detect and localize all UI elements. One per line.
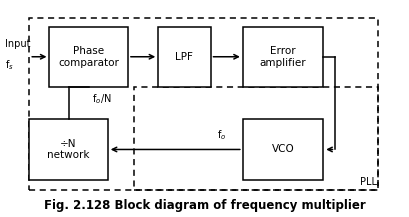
Text: f$_o$: f$_o$ xyxy=(217,128,227,142)
Bar xyxy=(29,119,108,180)
Text: VCO: VCO xyxy=(272,145,294,155)
Text: Input: Input xyxy=(5,39,31,49)
Bar xyxy=(29,18,378,191)
Text: Error
amplifier: Error amplifier xyxy=(260,46,306,67)
Bar xyxy=(49,26,128,87)
Text: f$_s$: f$_s$ xyxy=(5,58,14,72)
Text: LPF: LPF xyxy=(175,52,193,62)
Bar xyxy=(243,119,324,180)
Text: Fig. 2.128 Block diagram of frequency multiplier: Fig. 2.128 Block diagram of frequency mu… xyxy=(44,199,365,212)
Text: f$_o$/N: f$_o$/N xyxy=(92,92,111,106)
Text: ÷N
network: ÷N network xyxy=(47,139,90,160)
Text: PLL: PLL xyxy=(360,177,377,187)
Bar xyxy=(134,87,378,191)
Text: Phase
comparator: Phase comparator xyxy=(58,46,119,67)
Bar xyxy=(158,26,211,87)
Bar xyxy=(243,26,324,87)
